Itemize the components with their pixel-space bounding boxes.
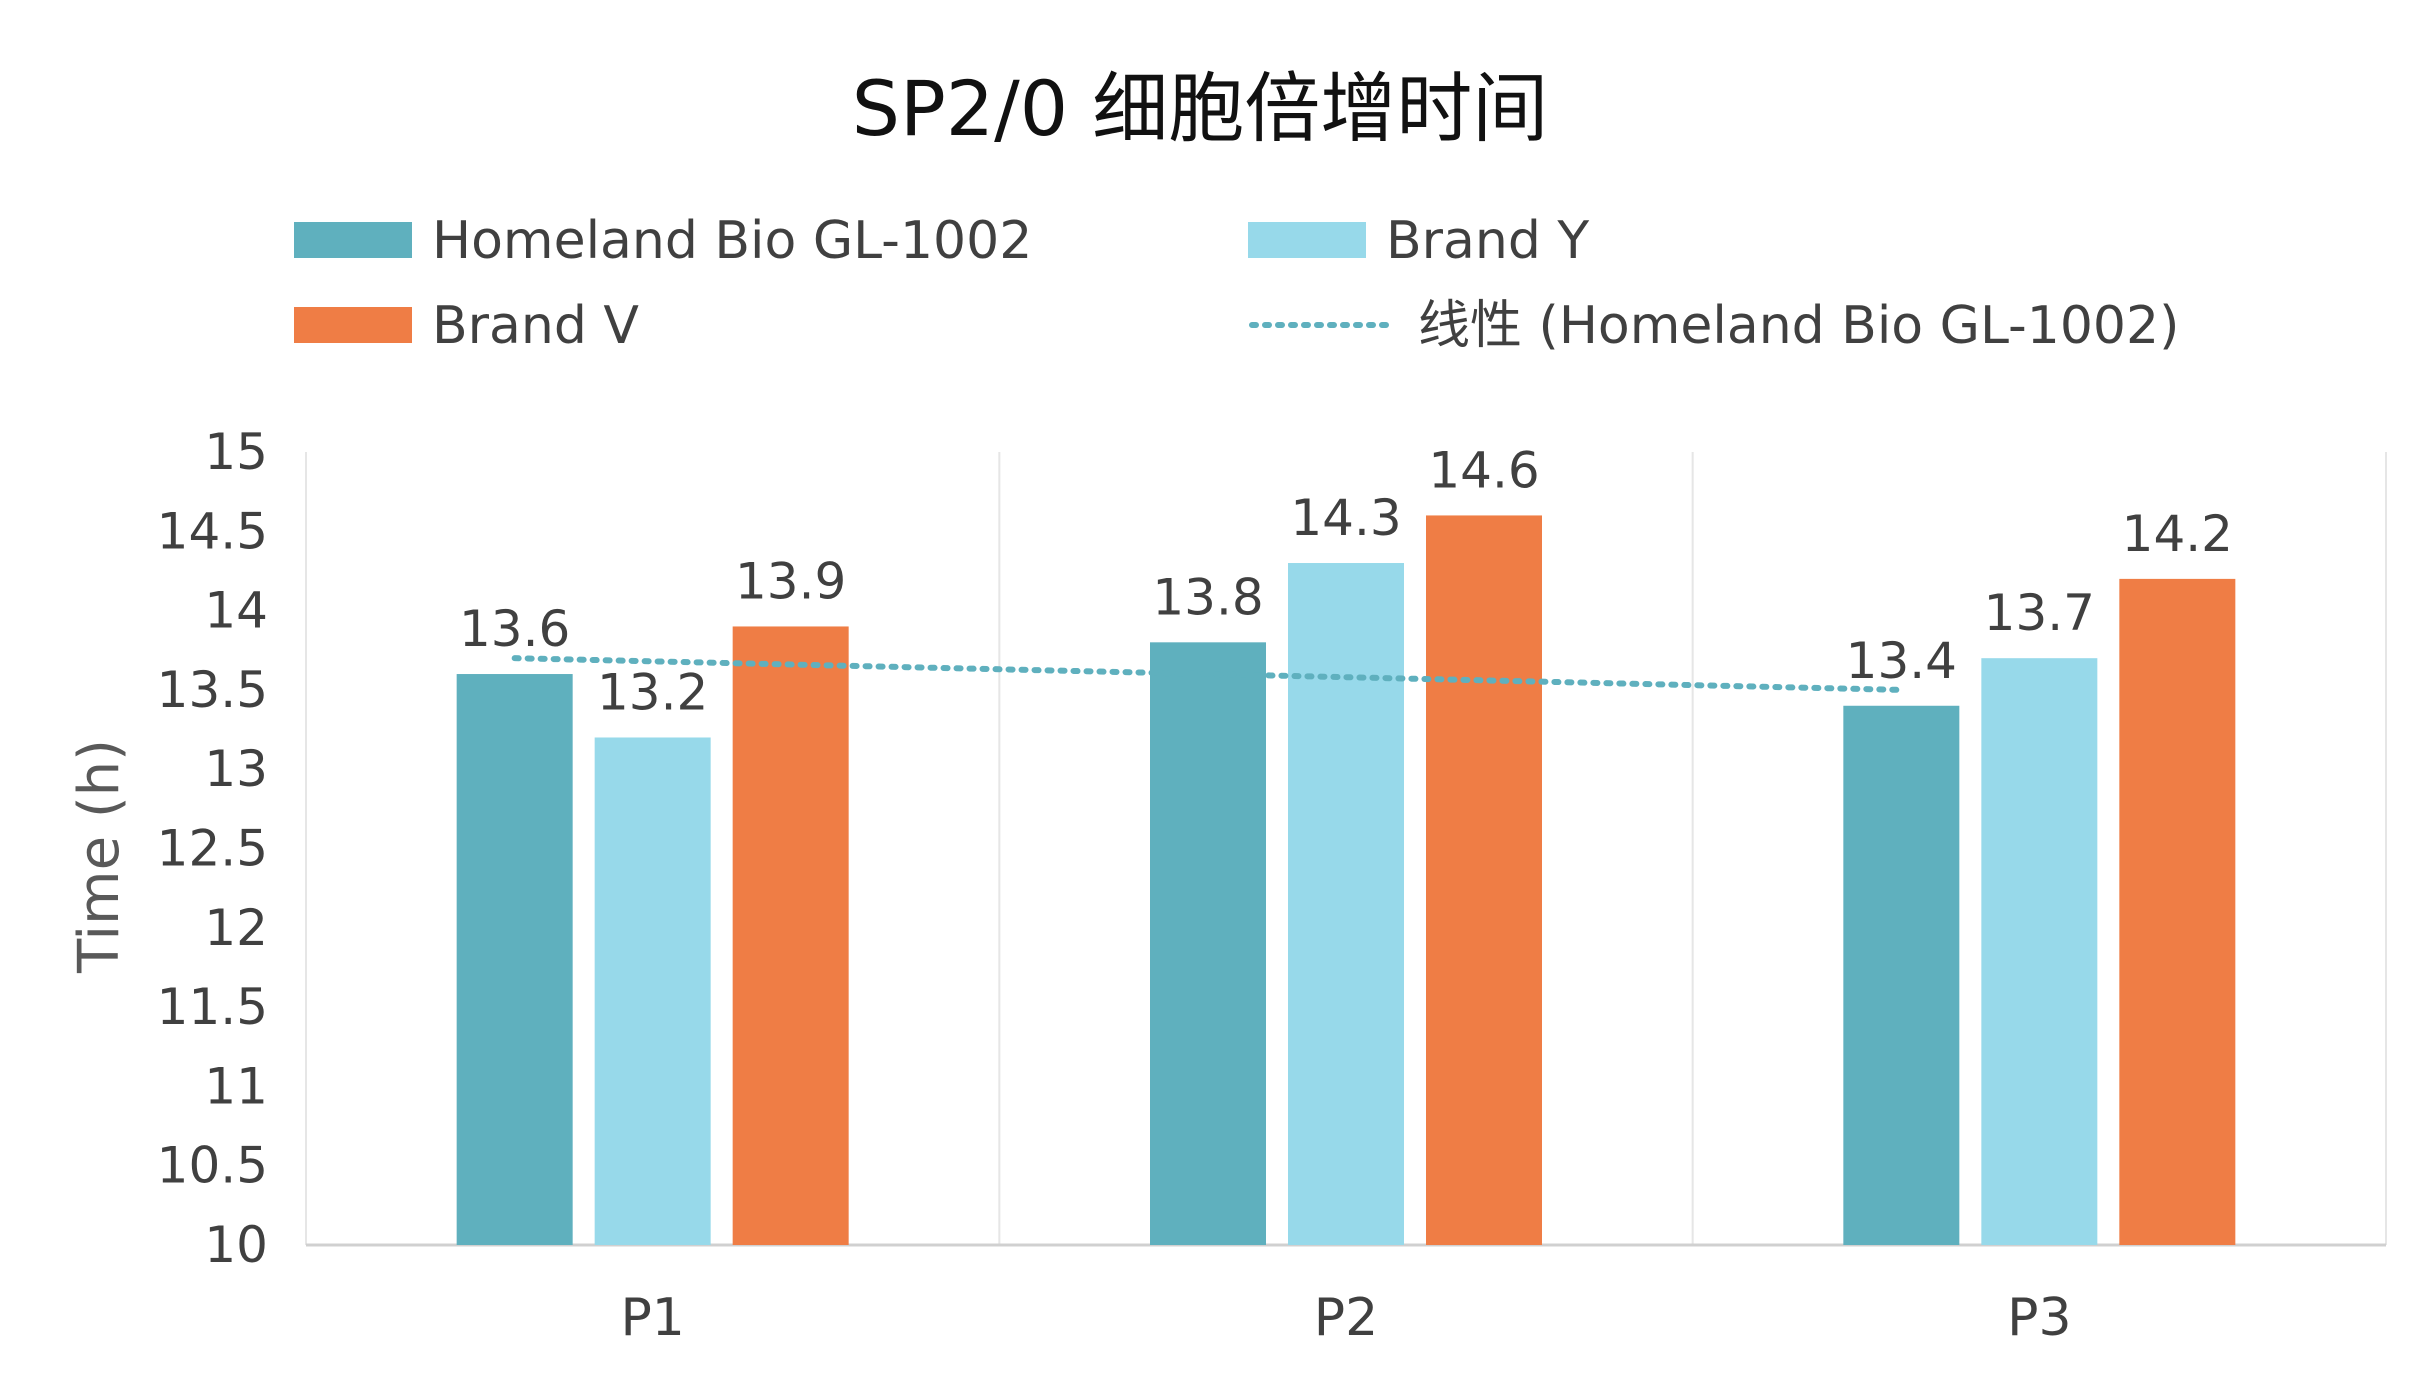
- bar: [594, 737, 711, 1245]
- x-tick-label: P2: [1314, 1288, 1378, 1348]
- legend-item-brand-v: Brand V: [294, 296, 639, 356]
- x-axis: P1 P2 P3: [620, 1288, 2071, 1348]
- data-label: 13.4: [1846, 632, 1957, 690]
- legend-label: Brand V: [432, 296, 639, 356]
- x-tick-label: P1: [620, 1288, 684, 1348]
- data-labels: 13.6 13.8 13.4 13.2 14.3 13.7 13.9 14.6 14.2: [459, 441, 2233, 721]
- legend-label: 线性 (Homeland Bio GL-1002): [1418, 296, 2179, 356]
- legend-swatch: [294, 307, 412, 343]
- legend-swatch: [294, 222, 412, 258]
- y-tick-label: 12.5: [157, 820, 268, 878]
- y-axis: 10 10.5 11 11.5 12 12.5 13 13.5 14 14.5 15: [157, 423, 268, 1274]
- y-tick-label: 10: [204, 1216, 268, 1274]
- legend-label: Homeland Bio GL-1002: [432, 211, 1032, 271]
- bar: [1843, 705, 1960, 1245]
- data-label: 13.7: [1984, 584, 2095, 642]
- y-tick-label: 12: [204, 899, 268, 957]
- bar: [456, 674, 573, 1245]
- legend-item-brand-y: Brand Y: [1248, 211, 1589, 271]
- y-tick-label: 14.5: [157, 502, 268, 560]
- data-label: 13.2: [597, 663, 708, 721]
- bars: [456, 515, 2236, 1245]
- legend-item-trendline: 线性 (Homeland Bio GL-1002): [1249, 296, 2179, 356]
- bar: [2119, 578, 2236, 1245]
- legend-label: Brand Y: [1386, 211, 1589, 271]
- bar: [1288, 563, 1404, 1245]
- data-label: 13.9: [735, 552, 846, 610]
- y-tick-label: 15: [204, 423, 268, 481]
- bar: [1981, 658, 2098, 1245]
- data-label: 14.2: [2122, 505, 2233, 563]
- bar: [1150, 642, 1266, 1245]
- y-tick-label: 13: [204, 740, 268, 798]
- y-tick-label: 13.5: [157, 661, 268, 719]
- x-tick-label: P3: [2007, 1288, 2071, 1348]
- data-label: 13.6: [459, 600, 570, 658]
- legend-item-homeland: Homeland Bio GL-1002: [294, 211, 1032, 271]
- legend-swatch: [1248, 222, 1366, 258]
- chart-title: SP2/0 细胞倍增时间: [852, 64, 1549, 153]
- y-axis-label: Time (h): [67, 739, 132, 974]
- data-label: 13.8: [1152, 568, 1263, 626]
- trendline-path: [511, 655, 1905, 693]
- data-label: 14.6: [1428, 441, 1539, 499]
- y-tick-label: 10.5: [157, 1137, 268, 1195]
- y-tick-label: 11: [204, 1057, 268, 1115]
- y-tick-label: 14: [204, 582, 268, 640]
- bar: [732, 626, 849, 1245]
- legend: Homeland Bio GL-1002 Brand Y Brand V 线性 (Ho…: [294, 211, 2179, 356]
- trendline: [511, 655, 1905, 693]
- y-tick-label: 11.5: [157, 978, 268, 1036]
- bar: [1426, 515, 1542, 1245]
- data-label: 14.3: [1290, 489, 1401, 547]
